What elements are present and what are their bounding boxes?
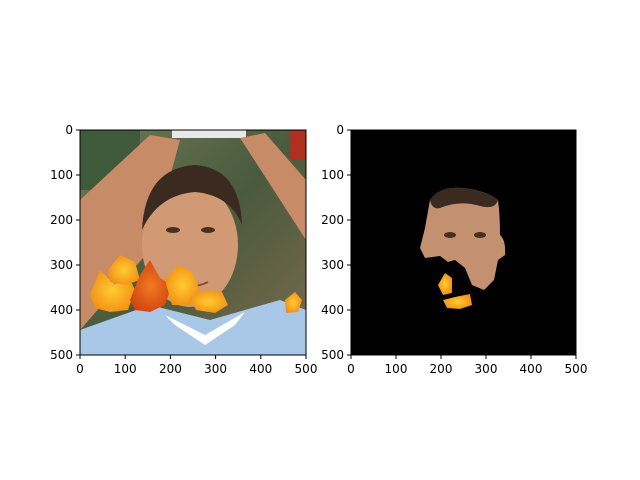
left-photo-right-eye bbox=[201, 227, 215, 233]
left-leaf-5 bbox=[190, 290, 228, 313]
right-ytick-label: 100 bbox=[321, 168, 344, 182]
left-axes-frame bbox=[79, 129, 307, 356]
right-ytick-label: 200 bbox=[321, 213, 344, 227]
left-ytick-label: 0 bbox=[65, 123, 73, 137]
right-right-eye bbox=[474, 232, 486, 238]
left-leaf-6 bbox=[285, 292, 302, 313]
right-image-panel bbox=[351, 130, 576, 355]
right-xtick-label: 200 bbox=[430, 362, 453, 376]
right-axes-frame bbox=[350, 129, 577, 356]
left-ytick-label: 500 bbox=[50, 348, 73, 362]
right-leaf-1 bbox=[438, 273, 452, 295]
left-leaf-3 bbox=[130, 260, 172, 312]
left-photo-left-eye bbox=[166, 227, 180, 233]
left-photo-face bbox=[142, 183, 238, 307]
left-photo-collar bbox=[165, 312, 245, 345]
left-photo-right-arm bbox=[240, 133, 306, 240]
left-ytick-label: 400 bbox=[50, 303, 73, 317]
left-photo-shirt bbox=[80, 300, 306, 355]
right-ytick-label: 400 bbox=[321, 303, 344, 317]
left-ytick-label: 200 bbox=[50, 213, 73, 227]
right-xtick-label: 300 bbox=[475, 362, 498, 376]
right-xtick-label: 100 bbox=[385, 362, 408, 376]
left-xtick-label: 0 bbox=[76, 362, 84, 376]
left-photo-trophy bbox=[172, 130, 246, 138]
left-image-panel bbox=[80, 130, 306, 355]
left-xtick-label: 100 bbox=[114, 362, 137, 376]
left-leaf-2 bbox=[108, 255, 140, 285]
left-xtick-label: 200 bbox=[159, 362, 182, 376]
right-xtick-label: 400 bbox=[520, 362, 543, 376]
right-ytick-label: 500 bbox=[321, 348, 344, 362]
right-masked-face bbox=[420, 187, 506, 290]
right-xtick-label: 500 bbox=[565, 362, 588, 376]
left-xtick-label: 500 bbox=[295, 362, 318, 376]
left-ytick-label: 100 bbox=[50, 168, 73, 182]
left-xtick-label: 300 bbox=[204, 362, 227, 376]
left-xtick-label: 400 bbox=[249, 362, 272, 376]
right-leaf-2 bbox=[443, 294, 472, 309]
right-masked-hair bbox=[430, 187, 498, 209]
right-ytick-label: 0 bbox=[336, 123, 344, 137]
right-xtick-label: 0 bbox=[347, 362, 355, 376]
right-left-eye bbox=[444, 232, 456, 238]
right-ytick-label: 300 bbox=[321, 258, 344, 272]
left-photo-top-right-red bbox=[290, 130, 306, 160]
left-photo-hair bbox=[142, 165, 242, 230]
left-ytick-label: 300 bbox=[50, 258, 73, 272]
left-leaf-4 bbox=[165, 265, 200, 305]
